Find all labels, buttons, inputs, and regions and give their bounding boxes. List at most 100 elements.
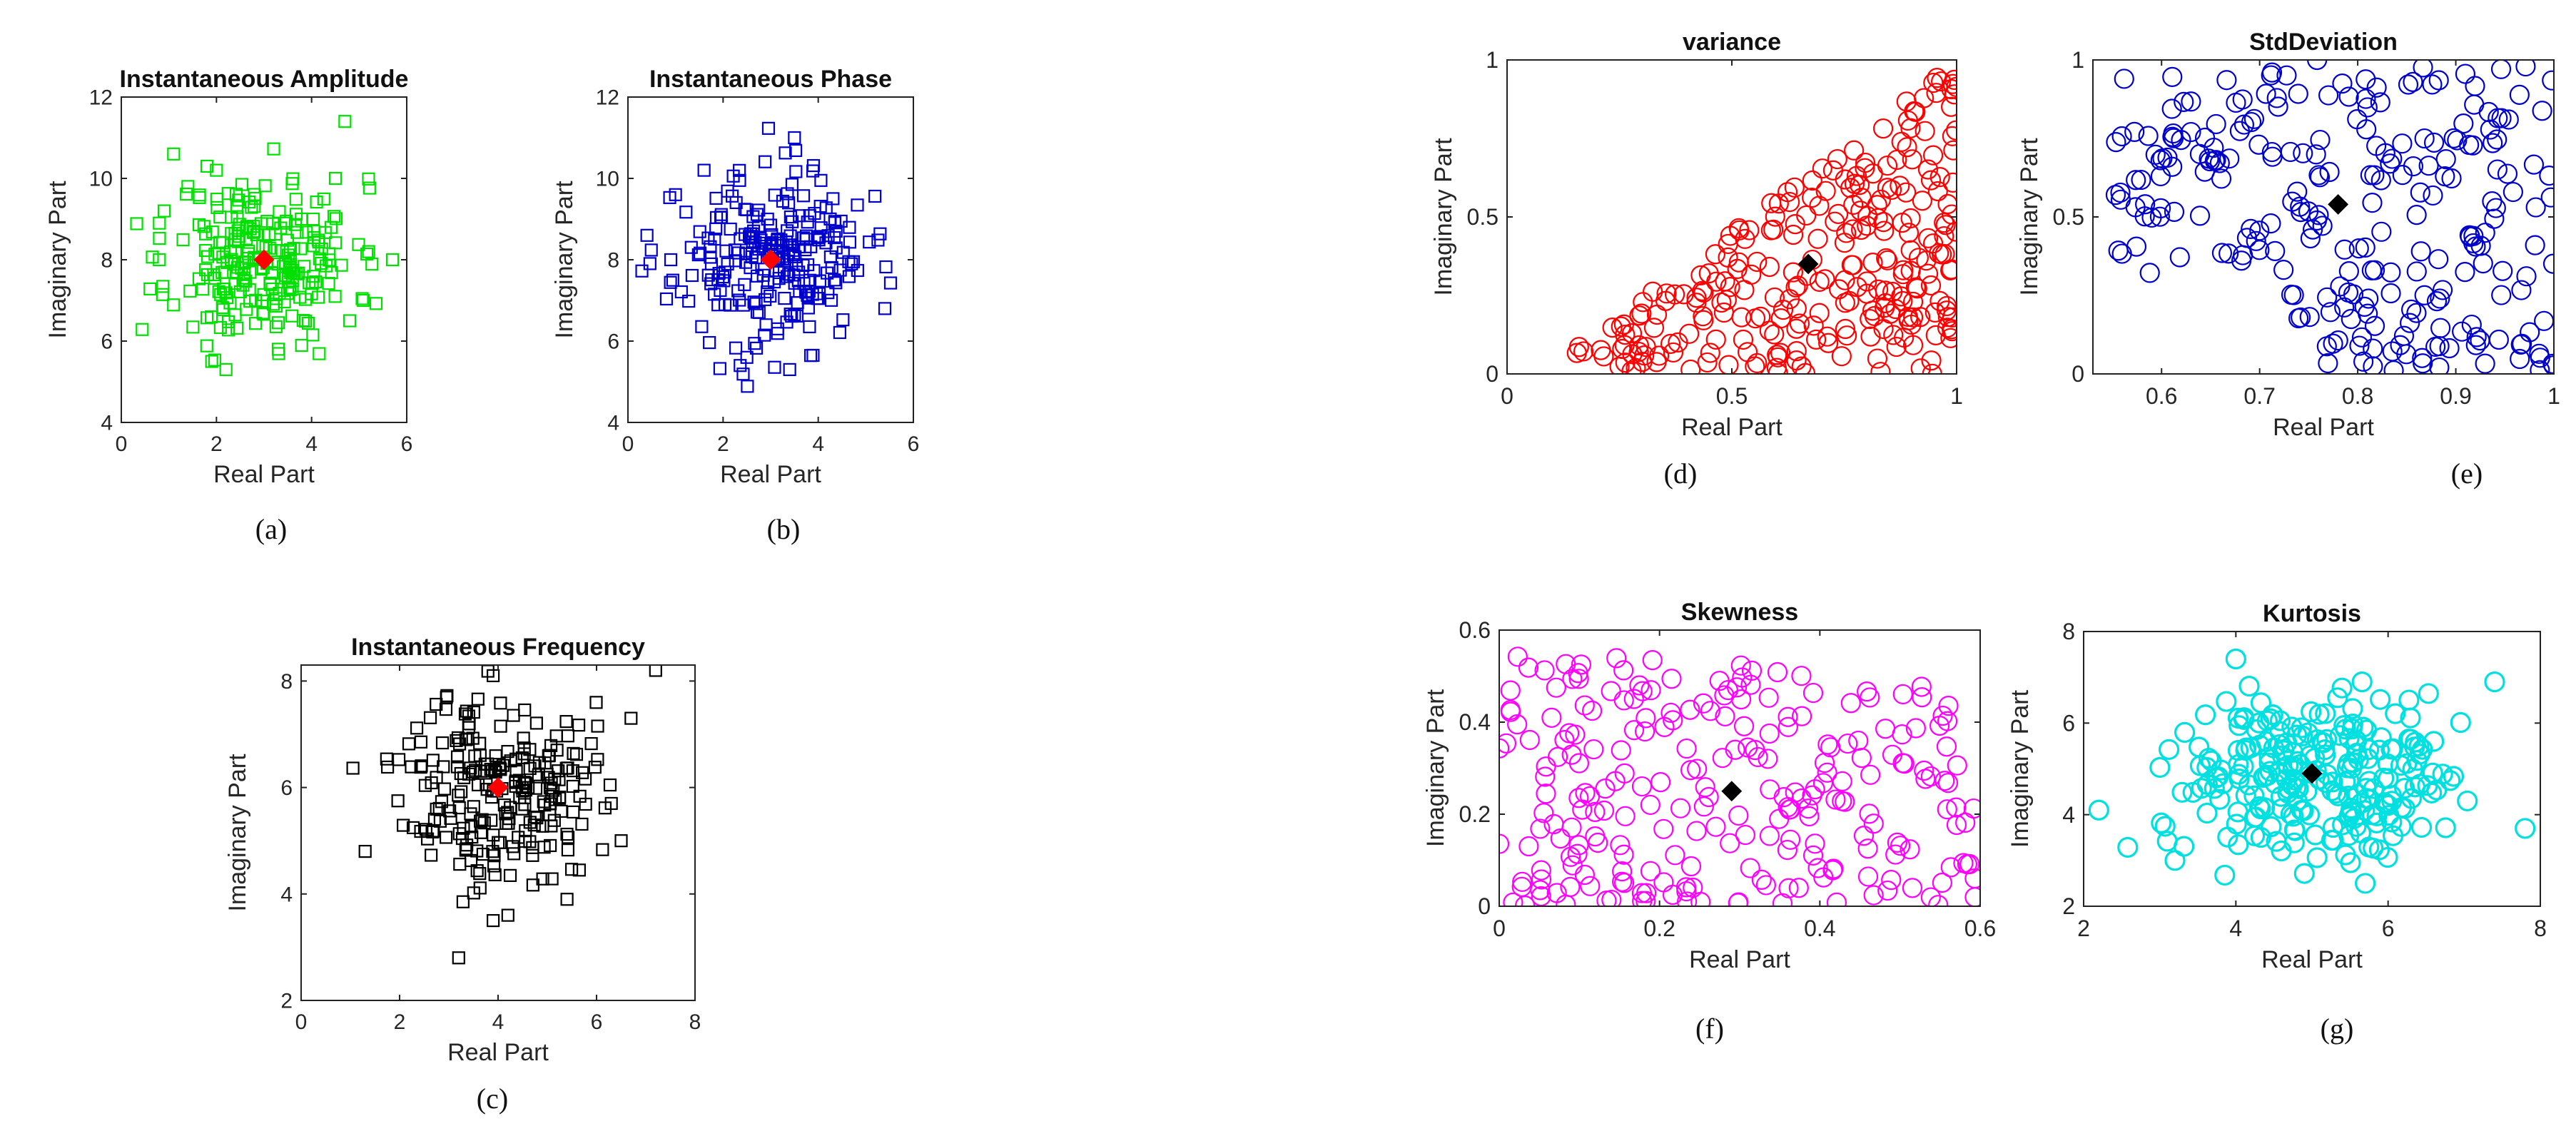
data-point bbox=[2110, 189, 2131, 210]
data-point bbox=[1870, 362, 1891, 374]
data-point bbox=[199, 263, 213, 277]
data-point bbox=[2414, 128, 2435, 149]
data-point bbox=[1892, 684, 1913, 705]
data-point bbox=[1898, 310, 1919, 330]
data-point bbox=[402, 737, 416, 751]
data-point bbox=[783, 362, 796, 376]
data-point bbox=[1941, 96, 1957, 117]
data-point bbox=[1764, 287, 1785, 308]
data-point bbox=[1755, 875, 1776, 896]
data-point bbox=[777, 250, 791, 263]
data-point bbox=[1857, 866, 1879, 887]
data-point bbox=[1807, 228, 1828, 249]
data-point bbox=[2264, 773, 2286, 794]
data-point bbox=[1780, 798, 1801, 819]
data-point bbox=[1568, 835, 1589, 856]
data-point bbox=[1693, 306, 1713, 327]
data-point bbox=[2110, 182, 2131, 203]
data-point bbox=[2271, 745, 2293, 766]
data-point bbox=[1818, 333, 1839, 353]
x-tick-label: 0.5 bbox=[1716, 383, 1748, 409]
y-tick-label: 6 bbox=[607, 330, 619, 354]
data-point bbox=[1629, 305, 1650, 326]
data-point bbox=[1568, 788, 1589, 808]
y-axis-label: Imaginary Part bbox=[1430, 138, 1457, 296]
data-point bbox=[1695, 777, 1715, 798]
data-point bbox=[603, 778, 617, 792]
data-point bbox=[2455, 64, 2476, 84]
data-point bbox=[2163, 128, 2184, 148]
data-point bbox=[362, 172, 375, 186]
data-point bbox=[1631, 776, 1653, 797]
data-point bbox=[2126, 236, 2147, 257]
data-point bbox=[1536, 756, 1556, 777]
data-point bbox=[2235, 785, 2256, 806]
y-tick-label: 10 bbox=[89, 168, 113, 191]
data-point bbox=[503, 868, 517, 882]
data-point bbox=[305, 277, 319, 290]
data-point bbox=[744, 227, 757, 240]
data-point bbox=[1531, 860, 1551, 881]
data-point bbox=[1612, 338, 1633, 360]
data-point bbox=[206, 225, 219, 239]
data-point bbox=[2321, 829, 2343, 851]
data-point bbox=[1612, 871, 1633, 892]
data-point bbox=[604, 796, 618, 811]
data-point bbox=[456, 895, 470, 908]
data-point bbox=[1860, 308, 1880, 330]
data-point bbox=[2261, 213, 2281, 234]
data-point bbox=[2226, 813, 2247, 835]
data-point bbox=[1640, 861, 1661, 881]
data-point bbox=[1588, 832, 1608, 853]
data-point bbox=[516, 784, 529, 798]
data-point bbox=[518, 703, 532, 717]
data-point bbox=[1758, 749, 1778, 769]
x-tick-label: 6 bbox=[908, 432, 920, 456]
chart-d: 0 0.5 1 0 0.5 1 variance Real Part Imaginary Par… bbox=[1430, 29, 1963, 490]
data-point bbox=[459, 843, 472, 857]
data-point bbox=[1929, 243, 1949, 264]
data-point bbox=[2169, 247, 2190, 268]
data-point bbox=[1636, 891, 1656, 906]
chart-title: StdDeviation bbox=[2249, 29, 2398, 56]
data-point bbox=[405, 760, 418, 774]
data-point bbox=[747, 295, 761, 309]
data-point bbox=[327, 210, 341, 223]
data-point bbox=[1859, 803, 1880, 824]
data-point bbox=[2393, 325, 2415, 346]
data-point bbox=[2105, 185, 2126, 206]
chart-a: 0 2 4 6 4 6 8 10 12 Instantaneous Amplitude Real P… bbox=[44, 66, 412, 545]
data-point bbox=[2262, 146, 2283, 167]
data-point bbox=[575, 817, 589, 831]
data-point bbox=[1805, 833, 1825, 854]
data-point bbox=[392, 753, 406, 766]
data-point bbox=[1862, 253, 1883, 273]
data-point bbox=[317, 192, 330, 206]
x-tick-label: 0.6 bbox=[1964, 916, 1996, 941]
data-point bbox=[515, 802, 529, 816]
data-point bbox=[1817, 762, 1837, 783]
data-point bbox=[1770, 343, 1791, 363]
data-point bbox=[2450, 711, 2471, 734]
data-point bbox=[507, 847, 521, 861]
data-point bbox=[544, 819, 558, 833]
data-point bbox=[1500, 699, 1521, 721]
data-point bbox=[2428, 249, 2449, 270]
data-point bbox=[1546, 883, 1567, 903]
data-point bbox=[1836, 223, 1857, 243]
data-point bbox=[1733, 716, 1755, 736]
data-point bbox=[731, 246, 745, 260]
data-point bbox=[362, 181, 376, 195]
data-point bbox=[2520, 322, 2540, 343]
data-point bbox=[1844, 140, 1865, 161]
data-point bbox=[306, 212, 320, 226]
data-point bbox=[266, 298, 280, 311]
data-point bbox=[2139, 263, 2160, 283]
data-point bbox=[1875, 298, 1895, 318]
data-point bbox=[1631, 303, 1652, 324]
panel-caption: (f) bbox=[1695, 1013, 1724, 1045]
data-point bbox=[1759, 826, 1780, 846]
data-point bbox=[714, 208, 728, 221]
data-point bbox=[2216, 70, 2237, 91]
